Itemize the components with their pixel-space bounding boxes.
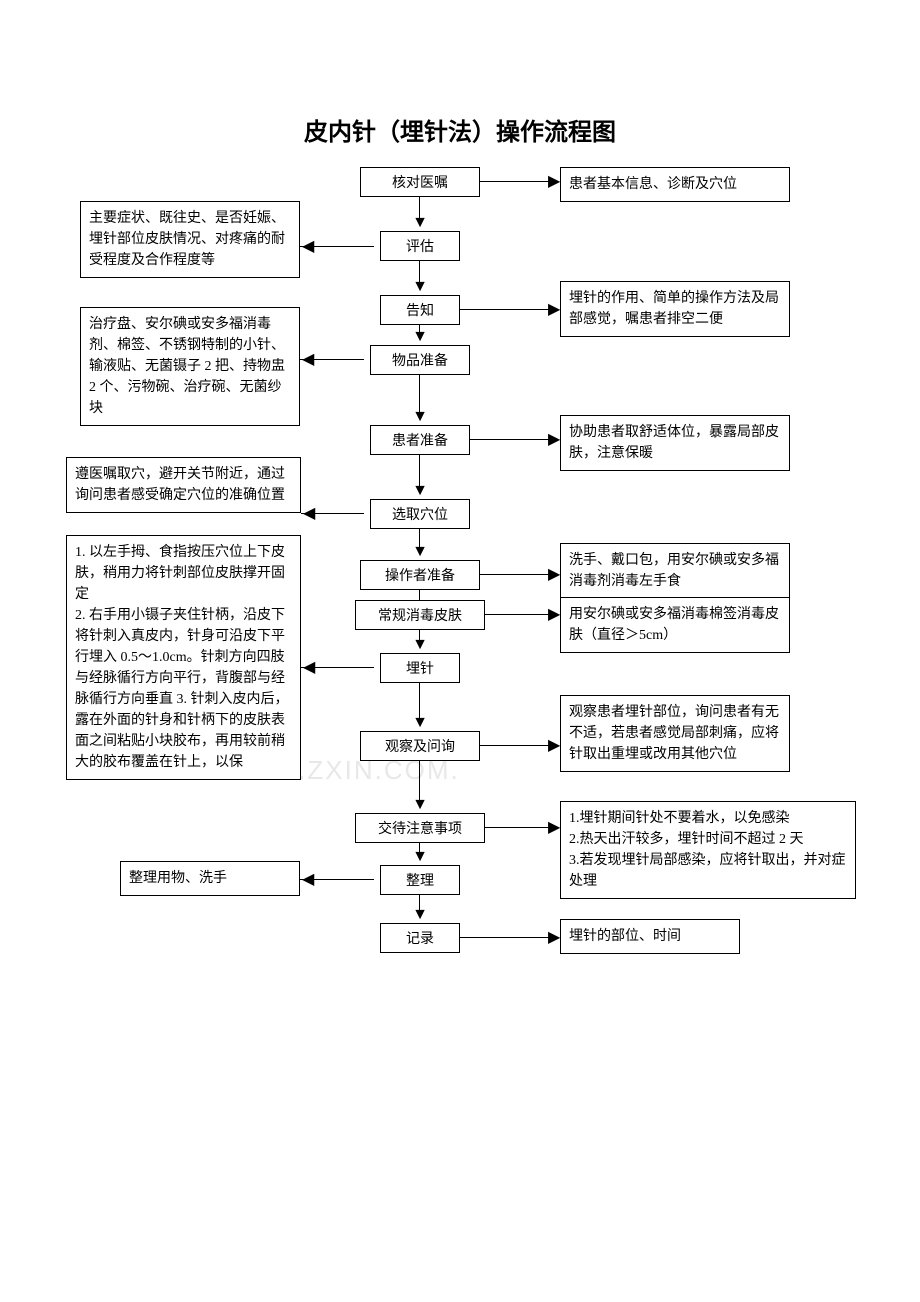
step-tidy: 整理	[380, 865, 460, 895]
step-patient: 患者准备	[370, 425, 470, 455]
arrow-down-icon: ▼	[412, 797, 428, 813]
arrow-down-icon: ▼	[412, 849, 428, 865]
arrow-right-icon: ▶	[548, 302, 560, 318]
connector	[480, 745, 554, 746]
arrow-left-icon: ◀	[303, 506, 315, 522]
arrow-right-icon: ▶	[548, 567, 560, 583]
note-patient: 协助患者取舒适体位，暴露局部皮肤，注意保暖	[560, 415, 790, 471]
arrow-down-icon: ▼	[412, 715, 428, 731]
step-supplies: 物品准备	[370, 345, 470, 375]
page-title: 皮内针（埋针法）操作流程图	[0, 0, 920, 167]
arrow-line	[419, 590, 420, 600]
arrow-right-icon: ▶	[548, 432, 560, 448]
step-observe: 观察及问询	[360, 731, 480, 761]
arrow-down-icon: ▼	[412, 409, 428, 425]
arrow-down-icon: ▼	[412, 279, 428, 295]
arrow-right-icon: ▶	[548, 174, 560, 190]
note-supplies: 治疗盘、安尔碘或安多福消毒剂、棉签、不锈钢特制的小针、输液贴、无菌镊子 2 把、…	[80, 307, 300, 426]
arrow-left-icon: ◀	[303, 660, 315, 676]
step-instruct: 交待注意事项	[355, 813, 485, 843]
step-inform: 告知	[380, 295, 460, 325]
arrow-left-icon: ◀	[302, 352, 314, 368]
arrow-down-icon: ▼	[412, 637, 428, 653]
note-acupoint: 遵医嘱取穴，避开关节附近，通过询问患者感受确定穴位的准确位置	[66, 457, 301, 513]
arrow-down-icon: ▼	[412, 907, 428, 923]
note-inform: 埋针的作用、简单的操作方法及局部感觉，嘱患者排空二便	[560, 281, 790, 337]
step-disinfect: 常规消毒皮肤	[355, 600, 485, 630]
arrow-left-icon: ◀	[302, 872, 314, 888]
arrow-down-icon: ▼	[412, 544, 428, 560]
connector	[460, 937, 554, 938]
arrow-right-icon: ▶	[548, 738, 560, 754]
arrow-right-icon: ▶	[548, 930, 560, 946]
step-embed: 埋针	[380, 653, 460, 683]
arrow-down-icon: ▼	[412, 483, 428, 499]
connector	[485, 827, 554, 828]
connector	[480, 181, 554, 182]
arrow-left-icon: ◀	[302, 239, 314, 255]
arrow-down-icon: ▼	[412, 215, 428, 231]
connector	[485, 614, 554, 615]
step-check: 核对医嘱	[360, 167, 480, 197]
note-observe: 观察患者埋针部位，询问患者有无不适，若患者感觉局部刺痛，应将针取出重埋或改用其他…	[560, 695, 790, 772]
note-embed: 1. 以左手拇、食指按压穴位上下皮肤，稍用力将针刺部位皮肤撑开固定 2. 右手用…	[66, 535, 301, 780]
connector	[480, 574, 554, 575]
arrow-right-icon: ▶	[548, 607, 560, 623]
arrow-right-icon: ▶	[548, 820, 560, 836]
connector	[460, 309, 554, 310]
flowchart: WWW.ZXIN.COM. 核对医嘱 ▼ 评估 ▼ 告知 ▼ 物品准备 ▼ 患者…	[0, 167, 920, 1067]
note-record: 埋针的部位、时间	[560, 919, 740, 954]
note-check: 患者基本信息、诊断及穴位	[560, 167, 790, 202]
note-instruct: 1.埋针期间针处不要着水，以免感染 2.热天出汗较多，埋针时间不超过 2 天 3…	[560, 801, 856, 899]
arrow-down-icon: ▼	[412, 329, 428, 345]
step-assess: 评估	[380, 231, 460, 261]
note-tidy: 整理用物、洗手	[120, 861, 300, 896]
step-acupoint: 选取穴位	[370, 499, 470, 529]
connector	[470, 439, 554, 440]
note-operator: 洗手、戴口包，用安尔碘或安多福消毒剂消毒左手食	[560, 543, 790, 599]
note-assess: 主要症状、既往史、是否妊娠、埋针部位皮肤情况、对疼痛的耐受程度及合作程度等	[80, 201, 300, 278]
note-disinfect: 用安尔碘或安多福消毒棉签消毒皮肤（直径＞5cm）	[560, 597, 790, 653]
step-record: 记录	[380, 923, 460, 953]
step-operator: 操作者准备	[360, 560, 480, 590]
